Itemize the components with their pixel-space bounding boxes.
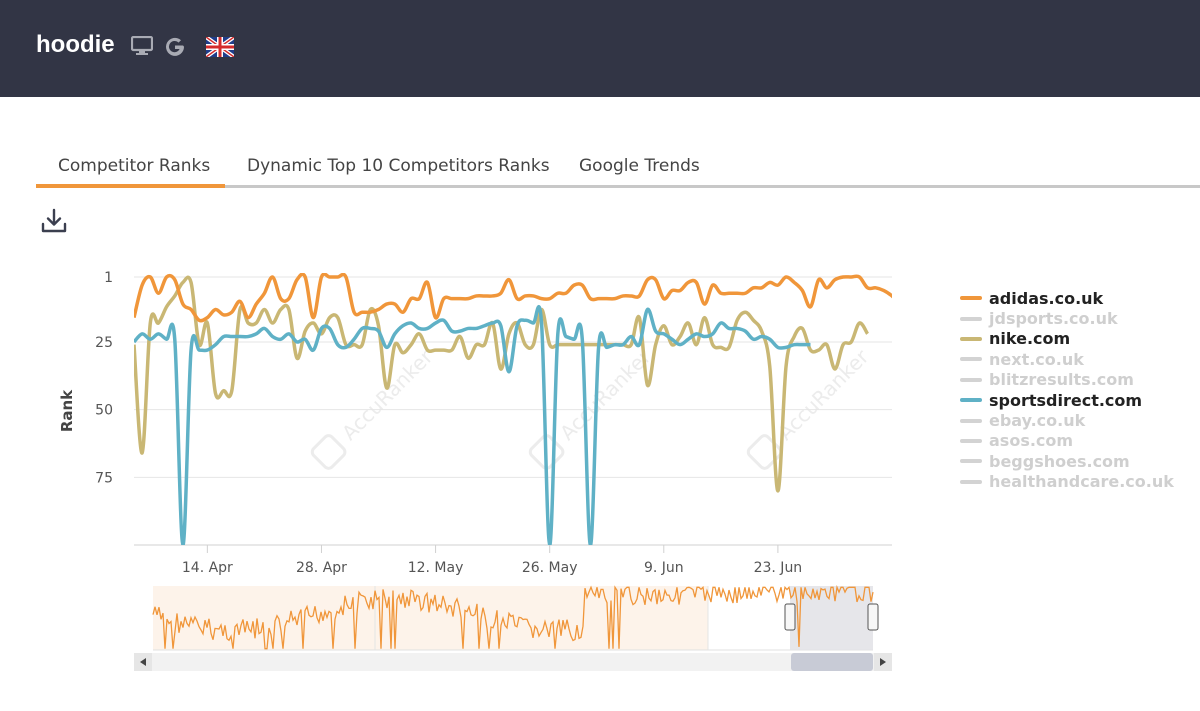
legend-item-asos-com[interactable]: asos.com [960,431,1174,451]
legend-item-next-co-uk[interactable]: next.co.uk [960,349,1174,369]
tab-google-trends[interactable]: Google Trends [579,156,700,176]
navigator-series-line [152,584,874,650]
y-tick-label: 1 [104,270,113,286]
x-tick-label: 28. Apr [296,560,347,576]
legend-item-sportsdirect-com[interactable]: sportsdirect.com [960,390,1174,410]
navigator-handle[interactable] [784,603,796,631]
legend-label: ebay.co.uk [989,411,1086,431]
download-icon[interactable] [40,207,68,240]
legend-item-beggshoes-com[interactable]: beggshoes.com [960,451,1174,471]
watermark: AccuRanker [528,344,656,470]
watermark-text: AccuRanker [773,344,874,445]
header-bar: hoodie [0,0,1200,97]
tab-competitor-ranks[interactable]: Competitor Ranks [58,156,211,176]
chevron-right-icon [880,658,886,666]
legend-swatch [960,296,982,301]
legend-label: next.co.uk [989,349,1084,369]
x-tick-label: 26. May [522,560,578,576]
chevron-left-icon [140,658,146,666]
y-tick-label: 50 [95,403,113,419]
tab-dynamic-top-10[interactable]: Dynamic Top 10 Competitors Ranks [247,156,550,176]
legend-item-nike-com[interactable]: nike.com [960,329,1174,349]
legend-swatch [960,336,982,341]
uk-flag-icon [204,35,236,62]
legend-swatch [960,459,982,464]
legend-item-ebay-co-uk[interactable]: ebay.co.uk [960,410,1174,430]
tab-divider [36,185,1200,188]
legend-swatch [960,479,982,484]
legend-item-jdsports-co-uk[interactable]: jdsports.co.uk [960,308,1174,328]
chart-legend: adidas.co.uk jdsports.co.uk nike.com next.c… [960,288,1174,492]
active-tab-indicator [36,184,225,188]
legend-swatch [960,438,982,443]
legend-swatch [960,398,982,403]
legend-label: nike.com [989,329,1071,349]
y-tick-label: 75 [95,470,113,486]
watermark: AccuRanker [310,344,438,470]
legend-swatch [960,316,982,321]
x-tick-label: 23. Jun [754,560,803,576]
y-axis-label: Rank [58,389,76,432]
navigator-handle[interactable] [867,603,879,631]
x-tick-label: 12. May [408,560,464,576]
watermark-text: AccuRanker [337,344,438,445]
legend-swatch [960,418,982,423]
google-icon [164,36,186,63]
legend-item-blitzresults-com[interactable]: blitzresults.com [960,370,1174,390]
watermark-text: AccuRanker [555,344,656,445]
legend-item-adidas-co-uk[interactable]: adidas.co.uk [960,288,1174,308]
legend-label: adidas.co.uk [989,288,1104,308]
x-tick-label: 14. Apr [182,560,233,576]
legend-swatch [960,377,982,382]
series-line-nike-com [134,275,870,493]
legend-label: beggshoes.com [989,451,1130,471]
legend-label: jdsports.co.uk [989,309,1118,329]
legend-swatch [960,357,982,362]
series-line-sportsdirect-com [134,304,811,545]
navigator-scrollbar-thumb[interactable] [791,653,873,671]
watermark: AccuRanker [746,344,874,470]
y-tick-label: 25 [95,335,113,351]
keyword-title: hoodie [36,31,115,58]
navigator-band [153,586,708,650]
legend-label: healthandcare.co.uk [989,472,1174,492]
legend-label: blitzresults.com [989,370,1134,390]
tab-bar: Competitor Ranks Dynamic Top 10 Competit… [0,140,1200,188]
desktop-icon [130,35,154,61]
legend-label: asos.com [989,431,1074,451]
navigator-scrollbar-track[interactable] [134,653,892,671]
series-line-adidas-co-uk [134,273,892,323]
legend-item-healthandcare-co-uk[interactable]: healthandcare.co.uk [960,472,1174,492]
legend-label: sportsdirect.com [989,390,1143,410]
x-tick-label: 9. Jun [644,560,684,576]
